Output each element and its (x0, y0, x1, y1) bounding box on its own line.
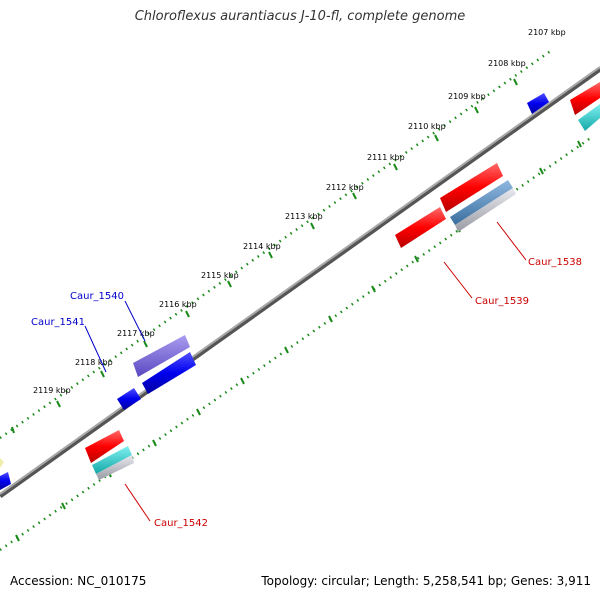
tick-mark (352, 192, 357, 200)
label-connector (124, 300, 146, 342)
label-connector (443, 261, 473, 299)
tick-mark (310, 222, 315, 230)
tick-mark (61, 502, 66, 510)
gene-feature[interactable] (455, 188, 516, 232)
label-connector (496, 221, 527, 261)
page-title: Chloroflexus aurantiacus J-10-fl, comple… (134, 9, 466, 24)
gene-feature[interactable] (440, 163, 503, 212)
tick-mark (513, 78, 518, 86)
tick-mark (474, 106, 479, 114)
reverse-strand-features (85, 104, 600, 480)
gene-feature[interactable] (395, 207, 446, 248)
gene-feature[interactable] (133, 335, 190, 377)
tick-label: 2110 kbp (408, 122, 446, 131)
tick-label: 2109 kbp (448, 92, 486, 101)
tick-mark (11, 426, 15, 434)
tick-mark (227, 280, 232, 288)
tick-label: 2116 kbp (159, 300, 197, 309)
gene-label-caur-1542[interactable]: Caur_1542 (154, 518, 208, 529)
gene-feature[interactable] (142, 352, 196, 394)
tick-label: 2108 kbp (488, 59, 526, 68)
tick-mark (143, 340, 148, 348)
tick-mark (328, 315, 333, 323)
tick-label: 2107 kbp (528, 28, 566, 37)
forward-strand-features (0, 82, 600, 490)
tick-label: 2119 kbp (33, 386, 71, 395)
tick-mark (56, 400, 61, 408)
gene-feature[interactable] (450, 180, 513, 225)
gene-feature[interactable] (570, 82, 600, 115)
tick-mark (268, 251, 273, 259)
gene-label-caur-1540[interactable]: Caur_1540 (70, 291, 124, 302)
tick-mark (434, 134, 439, 142)
tick-mark (393, 163, 398, 171)
tick-mark (240, 377, 245, 385)
tick-mark (284, 346, 289, 354)
gene-feature (0, 458, 4, 468)
accession-text: Accession: NC_010175 (10, 574, 147, 588)
tick-mark (15, 534, 20, 542)
label-connector (124, 483, 151, 522)
tick-mark (185, 310, 190, 318)
tick-mark (539, 167, 544, 175)
tick-label: 2118 kbp (75, 358, 113, 367)
gene-feature[interactable] (578, 104, 600, 131)
tick-mark (152, 439, 157, 447)
tick-label: 2112 kbp (326, 183, 364, 192)
tick-mark (371, 285, 376, 293)
tick-mark (196, 408, 201, 416)
tick-mark (577, 140, 582, 148)
gene-label-caur-1539[interactable]: Caur_1539 (475, 296, 529, 307)
gene-label-caur-1538[interactable]: Caur_1538 (528, 257, 582, 268)
genome-backbone-shadow (0, 66, 600, 499)
tick-label: 2111 kbp (367, 153, 405, 162)
gene-feature[interactable] (92, 446, 132, 474)
tick-label: 2113 kbp (285, 212, 323, 221)
label-connector (84, 325, 107, 373)
gene-feature[interactable] (85, 430, 124, 463)
tick-mark (414, 255, 419, 263)
tick-label: 2114 kbp (243, 242, 281, 251)
gene-label-caur-1541[interactable]: Caur_1541 (31, 317, 85, 328)
gene-feature[interactable] (527, 93, 549, 114)
genome-info-text: Topology: circular; Length: 5,258,541 bp… (261, 574, 591, 588)
gene-feature[interactable] (117, 388, 141, 410)
outer-tick-track (0, 48, 553, 440)
tick-label: 2117 kbp (117, 329, 155, 338)
gene-feature[interactable] (0, 472, 11, 490)
tick-label: 2115 kbp (201, 271, 239, 280)
gene-feature[interactable] (96, 455, 134, 480)
genome-backbone (0, 66, 600, 495)
tick-mark (100, 370, 105, 378)
